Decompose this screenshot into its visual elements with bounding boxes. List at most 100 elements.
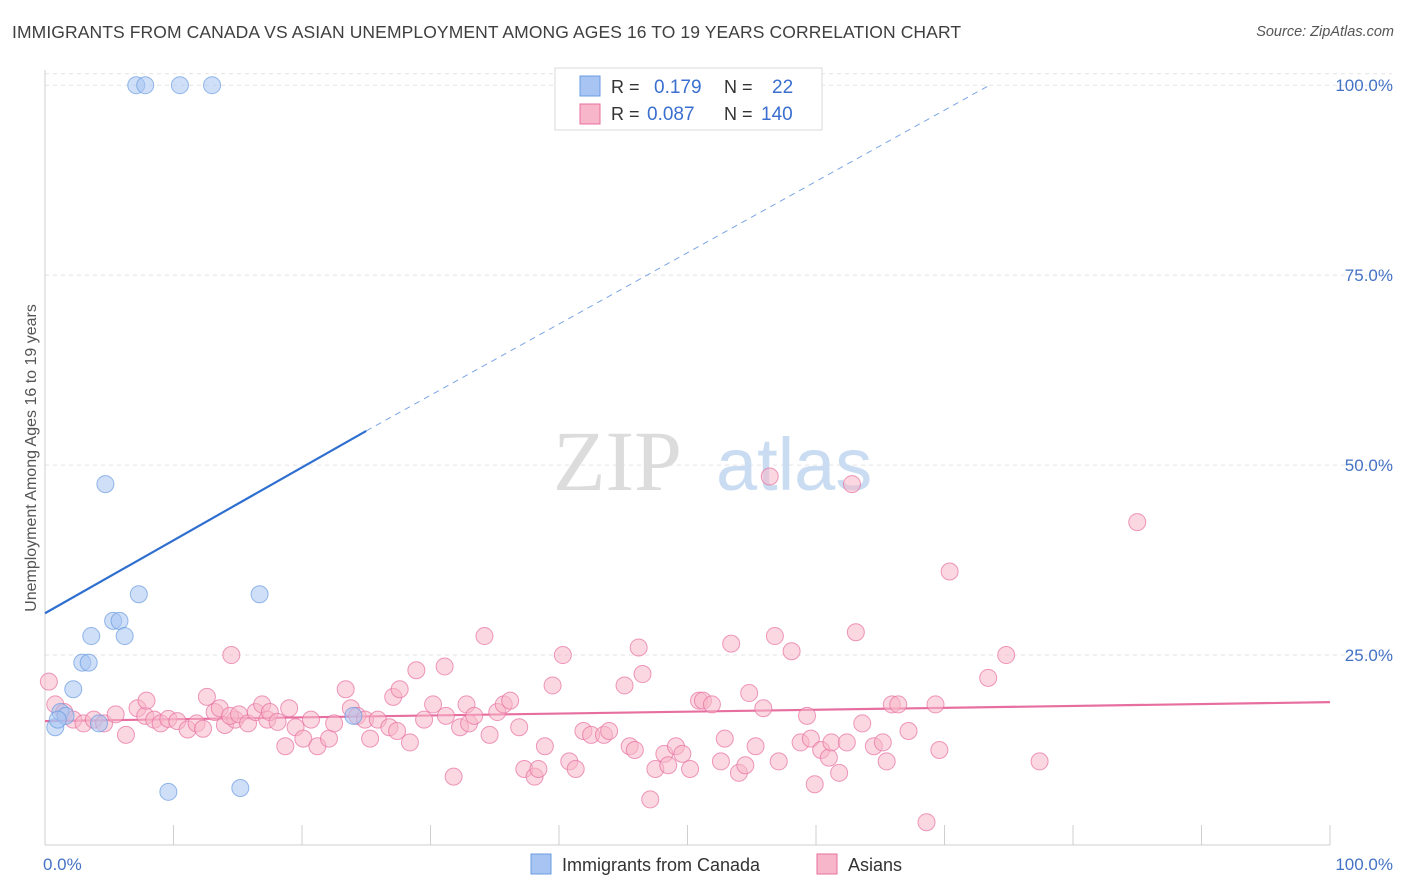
data-point [625,741,644,760]
trend-lines [44,84,1331,723]
source-credit: Source: ZipAtlas.com [1256,24,1394,40]
data-point [926,695,945,714]
data-point [129,585,148,604]
data-point [842,475,861,494]
data-point [641,790,660,809]
y-tick-label: 100.0% [1335,76,1393,95]
legend-n-value-1: 22 [772,77,793,98]
data-point [203,76,222,95]
data-point [740,684,759,703]
legend-n-label-1: N = [724,77,753,97]
y-axis-label: Unemployment Among Ages 16 to 19 years [23,304,40,612]
legend-n-label-2: N = [724,104,753,124]
data-point [837,733,856,752]
data-point [801,729,820,748]
data-point [722,634,741,653]
data-point [754,699,773,718]
data-point [82,627,101,646]
data-point [280,699,299,718]
data-point [319,729,338,748]
data-point [231,779,250,798]
data-point [940,562,959,581]
grid-lines [45,73,1392,656]
data-point [325,714,344,733]
data-point [268,712,287,731]
data-point [222,646,241,665]
data-point [1030,752,1049,771]
data-point [159,782,178,801]
legend-r-value-1: 0.179 [654,77,702,98]
data-point [361,729,380,748]
data-point [344,706,363,725]
data-point [415,710,434,729]
data-point [600,722,619,741]
data-point [407,661,426,680]
data-point [769,752,788,771]
y-tick-label: 50.0% [1345,456,1393,475]
data-point [846,623,865,642]
stats-legend: R = 0.179 N = 22 R = 0.087 N = 140 [554,67,823,131]
data-point [116,725,135,744]
data-point [137,691,156,710]
data-point [889,695,908,714]
data-point [529,760,548,779]
y-tick-labels: 25.0% 50.0% 75.0% 100.0% [1335,76,1393,665]
data-point [388,722,407,741]
series-swatch-asians [816,853,838,875]
legend-r-value-2: 0.087 [647,104,695,125]
data-point [979,668,998,687]
watermark-zip: ZIP [553,413,682,509]
series-label-canada: Immigrants from Canada [562,855,761,875]
data-point [805,775,824,794]
data-point [673,744,692,763]
data-point [746,737,765,756]
data-point [294,729,313,748]
data-point [819,748,838,767]
data-point [822,733,841,752]
data-point [711,752,730,771]
data-point [390,680,409,699]
data-point [1128,513,1147,532]
data-point [194,719,213,738]
axes [44,70,1331,846]
data-point [136,76,155,95]
data-point [444,767,463,786]
data-point [659,756,678,775]
data-point [197,687,216,706]
legend-n-value-2: 140 [761,104,793,125]
data-point [79,653,98,672]
data-point [715,729,734,748]
data-point [736,756,755,775]
data-point [917,813,936,832]
data-point [106,705,125,724]
series-label-asians: Asians [848,855,902,875]
legend-r-label-2: R = [611,104,640,124]
watermark-atlas: atlas [716,423,872,506]
data-point [64,680,83,699]
data-point [997,646,1016,665]
data-point [566,760,585,779]
series-legend: Immigrants from Canada Asians [530,853,902,875]
data-point [336,680,355,699]
data-point [424,695,443,714]
data-point [681,760,700,779]
data-point [400,733,419,752]
data-point [475,627,494,646]
data-point [877,752,896,771]
series-swatch-canada [530,853,552,875]
watermark: ZIP atlas [553,413,872,509]
data-point [930,741,949,760]
data-point [170,76,189,95]
data-point [96,475,115,494]
data-point [465,706,484,725]
data-point [250,585,269,604]
data-point [615,676,634,695]
trend-line-canada-extension [366,84,990,432]
data-point [853,714,872,733]
y-tick-label: 75.0% [1345,266,1393,285]
legend-swatch-canada [579,75,601,97]
data-point [89,714,108,733]
data-point [501,691,520,710]
data-point [629,638,648,657]
